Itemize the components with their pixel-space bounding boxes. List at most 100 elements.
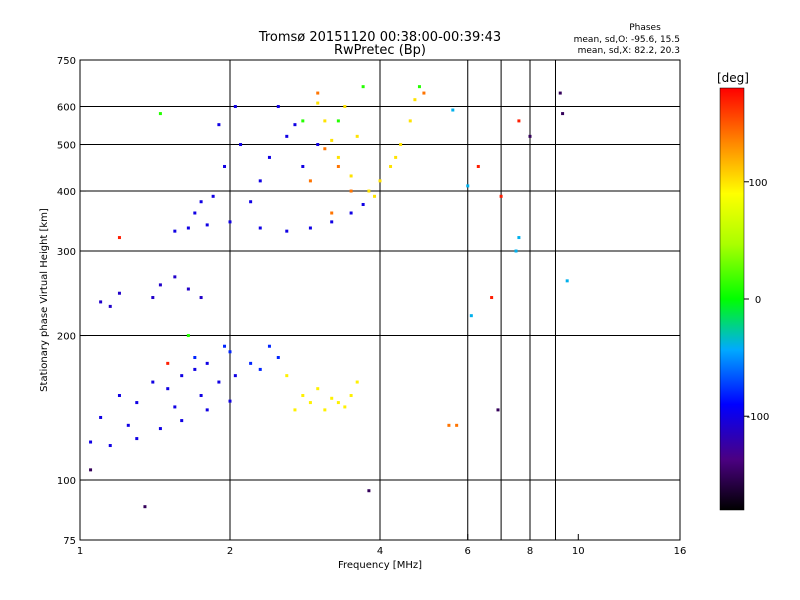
y-tick-label: 300 (57, 247, 76, 258)
data-point (308, 401, 312, 405)
data-point (451, 108, 455, 112)
data-point (173, 275, 177, 279)
data-point (301, 119, 305, 123)
data-point (223, 344, 227, 348)
x-axis-label: Frequency [MHz] (338, 560, 422, 571)
data-point (499, 194, 503, 198)
data-point (180, 419, 184, 423)
data-point (166, 387, 170, 391)
colorbar-unit: [deg] (717, 71, 749, 85)
data-point (466, 184, 470, 188)
data-point (217, 380, 221, 384)
data-point (151, 296, 155, 300)
data-point (143, 505, 147, 509)
data-point (199, 296, 203, 300)
data-point (330, 220, 334, 224)
data-point (126, 423, 130, 427)
data-point (233, 374, 237, 378)
data-point (469, 314, 473, 318)
data-point (367, 189, 371, 193)
axis-ticks: 1 2 4 6 8 10 16 75 100 200 300 400 500 600 750 (57, 56, 686, 557)
data-point (233, 105, 237, 109)
data-point (228, 220, 232, 224)
data-point (316, 91, 320, 95)
data-point (447, 423, 451, 427)
data-point (158, 427, 162, 431)
data-point (173, 229, 177, 233)
data-point (349, 211, 353, 215)
data-point (193, 211, 197, 215)
data-point (349, 174, 353, 178)
y-tick-label: 75 (63, 536, 76, 547)
data-point (373, 194, 377, 198)
data-point (89, 440, 93, 444)
data-point (186, 334, 190, 338)
colorbar: [deg] 100 0 -100 (717, 71, 769, 511)
data-point (336, 119, 340, 123)
data-points (89, 85, 569, 509)
y-tick-label: 400 (57, 187, 76, 198)
data-point (267, 344, 271, 348)
data-point (217, 123, 221, 127)
data-point (336, 164, 340, 168)
y-tick-label: 100 (57, 476, 76, 487)
data-point (336, 155, 340, 159)
data-point (323, 408, 327, 412)
data-point (293, 123, 297, 127)
chart-title: Tromsø 20151120 00:38:00-00:39:43 (258, 30, 501, 45)
y-tick-label: 200 (57, 332, 76, 343)
data-point (394, 155, 398, 159)
chart-subtitle: RwPretec (Bp) (334, 43, 426, 58)
data-point (308, 226, 312, 230)
data-point (158, 112, 162, 116)
x-tick-label: 16 (674, 546, 687, 557)
data-point (117, 291, 121, 295)
data-point (158, 283, 162, 287)
data-point (496, 408, 500, 412)
data-point (417, 85, 421, 89)
data-point (205, 408, 209, 412)
data-point (173, 405, 177, 409)
data-point (180, 374, 184, 378)
data-point (455, 423, 459, 427)
data-point (108, 304, 112, 308)
data-point (89, 468, 93, 472)
data-point (276, 105, 280, 109)
data-point (408, 119, 412, 123)
data-point (199, 200, 203, 204)
x-tick-label: 10 (572, 546, 585, 557)
data-point (117, 236, 121, 240)
data-point (389, 164, 393, 168)
x-tick-label: 8 (527, 546, 533, 557)
data-point (285, 229, 289, 233)
x-tick-label: 4 (377, 546, 383, 557)
gridlines (80, 60, 680, 540)
data-point (399, 143, 403, 147)
data-point (205, 223, 209, 227)
data-point (285, 134, 289, 138)
data-point (211, 194, 215, 198)
data-point (117, 394, 121, 398)
data-point (561, 112, 565, 116)
data-point (186, 287, 190, 291)
y-axis-label: Stationary phase Virtual Height [km] (39, 208, 50, 392)
colorbar-ticks: 100 0 -100 (744, 178, 769, 423)
data-point (476, 164, 480, 168)
data-point (517, 119, 521, 123)
data-point (135, 437, 139, 441)
data-point (228, 399, 232, 403)
data-point (323, 147, 327, 151)
data-point (343, 405, 347, 409)
data-point (361, 85, 365, 89)
colorbar-tick-label: 0 (755, 295, 761, 306)
data-point (316, 143, 320, 147)
data-point (239, 143, 243, 147)
data-point (565, 279, 569, 283)
data-point (330, 396, 334, 400)
data-point (528, 134, 532, 138)
data-point (558, 91, 562, 95)
data-point (228, 350, 232, 354)
data-point (378, 179, 382, 183)
data-point (258, 226, 262, 230)
